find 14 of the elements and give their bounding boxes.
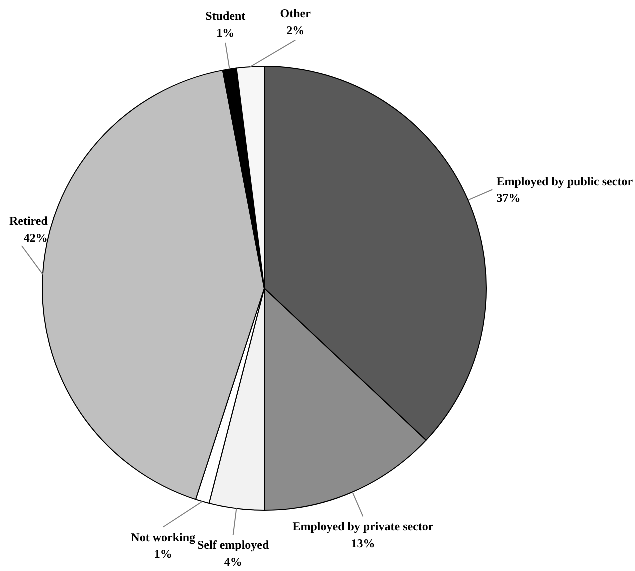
slice-label: Self employed xyxy=(198,538,270,552)
data-label: 1% xyxy=(216,26,235,40)
slice-label: Not working xyxy=(131,530,196,544)
data-label: 37% xyxy=(496,191,521,206)
slice-label: Employed by public sector xyxy=(496,174,634,188)
data-label: 1% xyxy=(154,547,172,562)
data-label: 2% xyxy=(286,23,305,38)
slice-label: Employed by private sector xyxy=(292,520,434,534)
slice-label: Student xyxy=(206,9,246,24)
slice-label: Other xyxy=(280,6,312,21)
data-label: 42% xyxy=(24,230,48,245)
data-label: 4% xyxy=(224,554,242,569)
data-label: 13% xyxy=(351,536,376,550)
slice-label: Retired xyxy=(9,214,48,228)
